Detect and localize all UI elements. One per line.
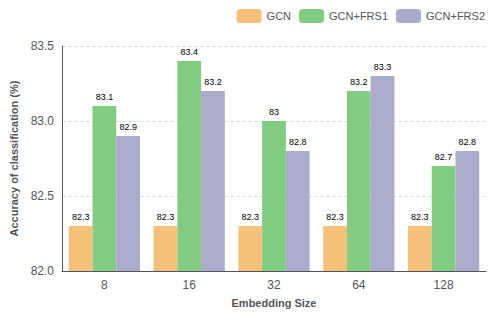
svg-text:GCN+FRS1: GCN+FRS1 xyxy=(329,10,388,22)
svg-text:8: 8 xyxy=(101,278,108,292)
svg-text:82.3: 82.3 xyxy=(72,212,90,222)
svg-text:83.1: 83.1 xyxy=(96,92,114,102)
svg-text:82.3: 82.3 xyxy=(326,212,344,222)
svg-text:128: 128 xyxy=(434,278,454,292)
svg-text:Embedding Size: Embedding Size xyxy=(232,297,317,309)
svg-text:82.3: 82.3 xyxy=(411,212,429,222)
svg-text:82.7: 82.7 xyxy=(435,152,453,162)
svg-text:83.5: 83.5 xyxy=(31,39,55,53)
svg-text:82.3: 82.3 xyxy=(241,212,259,222)
svg-text:GCN: GCN xyxy=(267,10,292,22)
svg-text:32: 32 xyxy=(267,278,281,292)
svg-text:64: 64 xyxy=(352,278,366,292)
svg-text:82.3: 82.3 xyxy=(157,212,175,222)
svg-text:83.4: 83.4 xyxy=(180,47,198,57)
svg-text:83.2: 83.2 xyxy=(204,77,222,87)
svg-text:82.9: 82.9 xyxy=(119,122,137,132)
svg-text:16: 16 xyxy=(183,278,197,292)
svg-text:83.0: 83.0 xyxy=(31,114,55,128)
svg-text:GCN+FRS2: GCN+FRS2 xyxy=(426,10,485,22)
svg-text:82.8: 82.8 xyxy=(289,137,307,147)
svg-text:82.8: 82.8 xyxy=(459,137,477,147)
svg-text:82.0: 82.0 xyxy=(31,264,55,278)
svg-text:Accuracy of classification (%): Accuracy of classification (%) xyxy=(8,80,20,236)
svg-text:83: 83 xyxy=(269,107,279,117)
svg-text:83.3: 83.3 xyxy=(374,62,392,72)
svg-text:83.2: 83.2 xyxy=(350,77,368,87)
svg-text:82.5: 82.5 xyxy=(31,189,55,203)
